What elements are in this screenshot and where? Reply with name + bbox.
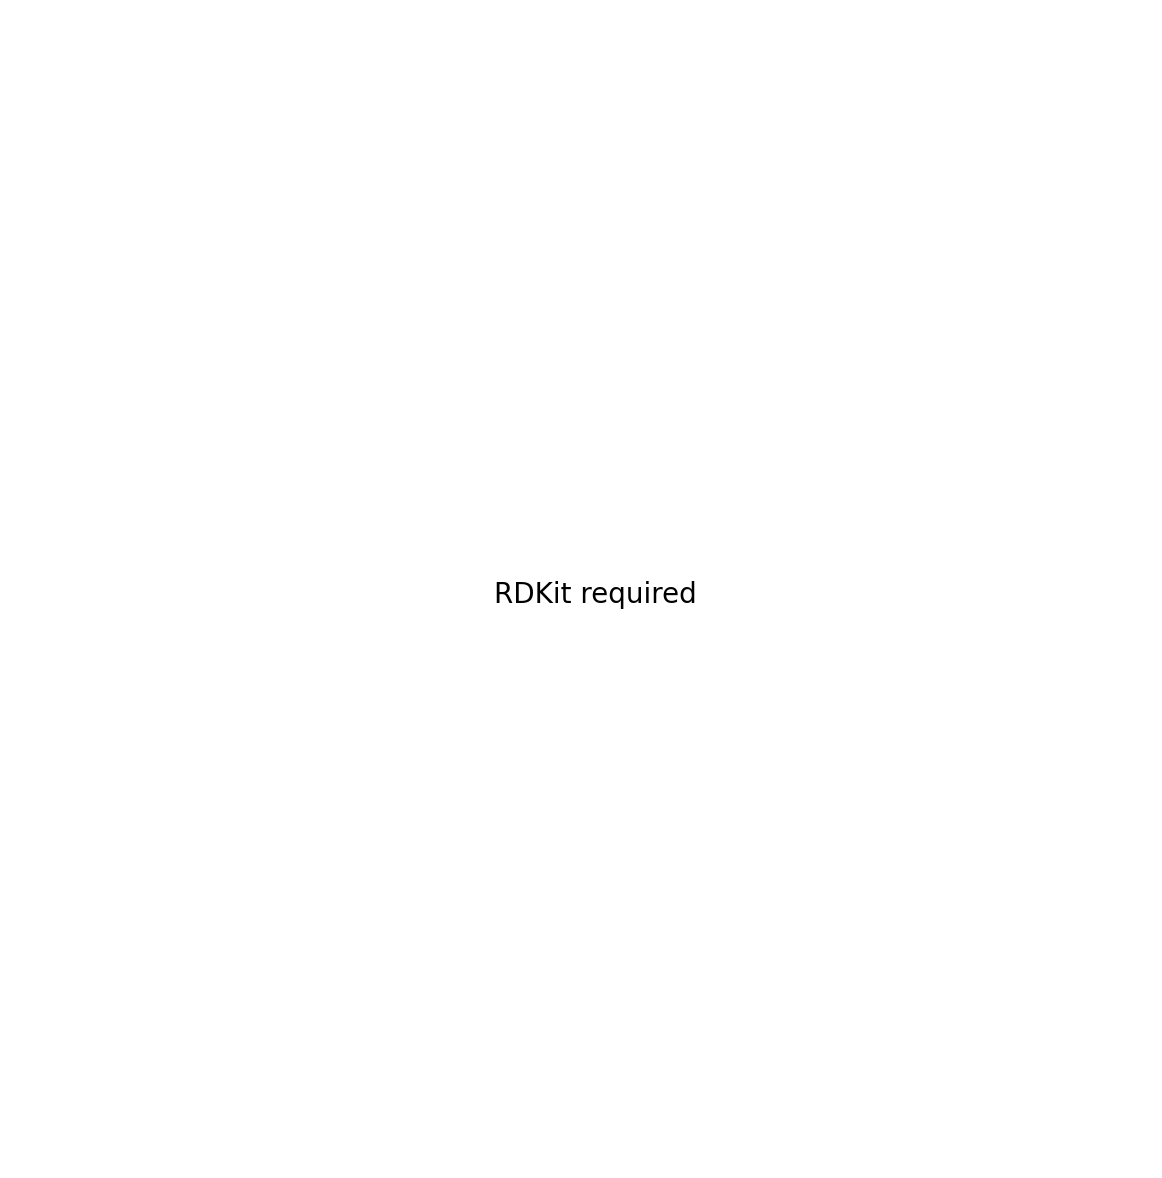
Text: RDKit required: RDKit required bbox=[494, 581, 697, 609]
